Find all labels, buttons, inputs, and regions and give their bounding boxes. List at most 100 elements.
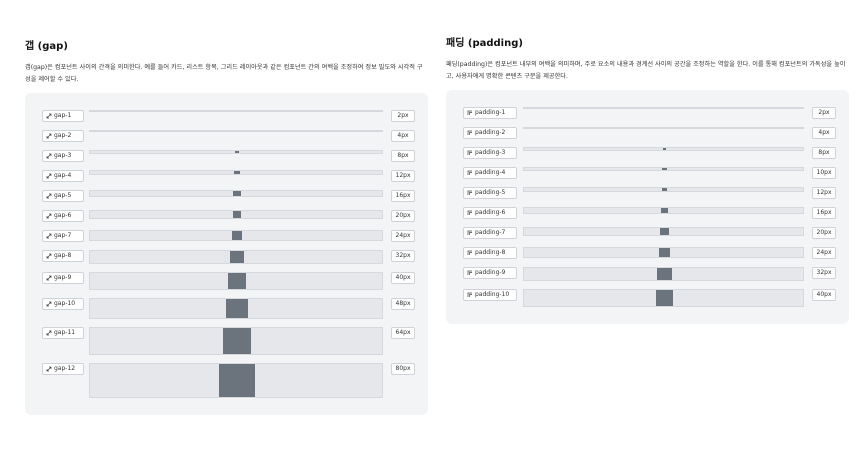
size-track xyxy=(89,210,383,219)
token-row: padding-5 12px xyxy=(463,187,836,199)
token-value-chip: 10px xyxy=(812,167,836,179)
token-name-chip: padding-10 xyxy=(463,289,517,302)
token-row: padding-6 16px xyxy=(463,207,836,219)
token-row: padding-1 2px xyxy=(463,107,836,119)
token-icon xyxy=(467,190,472,195)
token-icon xyxy=(46,213,52,219)
token-row: gap-8 32px xyxy=(42,250,415,265)
token-value-chip: 32px xyxy=(391,250,415,262)
token-value-chip: 4px xyxy=(391,130,415,142)
section-description: 갭(gap)은 컴포넌트 사이의 간격을 의미한다. 예를 들어 카드, 리스트… xyxy=(25,64,423,83)
size-track xyxy=(89,250,383,265)
size-track xyxy=(89,230,383,241)
token-name: gap-10 xyxy=(54,299,76,307)
token-value-chip: 12px xyxy=(812,187,836,199)
token-icon xyxy=(46,253,52,259)
size-track xyxy=(523,167,804,172)
token-name: gap-7 xyxy=(54,232,72,239)
token-icon xyxy=(46,330,52,336)
token-icon xyxy=(467,210,472,215)
size-track xyxy=(89,326,383,355)
token-name-chip: padding-4 xyxy=(463,167,517,179)
token-name-chip: gap-12 xyxy=(42,362,84,375)
token-value-chip: 12px xyxy=(391,170,415,182)
token-icon xyxy=(46,301,52,307)
token-name-chip: gap-2 xyxy=(42,130,84,142)
token-row: padding-7 20px xyxy=(463,227,836,239)
token-value-chip: 8px xyxy=(812,147,836,159)
token-icon xyxy=(467,292,472,298)
size-square xyxy=(659,248,670,257)
size-track xyxy=(523,247,804,258)
token-icon xyxy=(46,153,52,159)
padding-section: 패딩 (padding) 패딩(padding)은 컴포넌트 내부의 여백을 의… xyxy=(446,34,849,324)
token-row: padding-10 40px xyxy=(463,289,836,307)
size-square xyxy=(661,188,668,192)
size-track xyxy=(89,170,383,176)
size-track xyxy=(523,187,804,193)
token-name-chip: padding-3 xyxy=(463,147,517,159)
token-name-chip: gap-5 xyxy=(42,190,84,202)
section-title: 갭 (gap) xyxy=(25,41,68,52)
size-square xyxy=(229,251,245,264)
size-square xyxy=(655,290,674,306)
size-square xyxy=(235,151,239,153)
token-icon xyxy=(46,233,52,239)
size-square xyxy=(660,228,669,235)
token-name-chip: padding-1 xyxy=(463,107,517,119)
token-row: gap-1 2px xyxy=(42,110,415,122)
token-name: gap-12 xyxy=(54,364,76,372)
token-row: gap-9 40px xyxy=(42,272,415,290)
token-name-chip: gap-3 xyxy=(42,150,84,162)
token-value-chip: 2px xyxy=(391,110,415,122)
token-name-chip: gap-6 xyxy=(42,210,84,222)
size-track xyxy=(523,147,804,151)
token-value-chip: 64px xyxy=(391,326,415,339)
token-icon xyxy=(46,133,52,139)
token-value-chip: 8px xyxy=(391,150,415,162)
size-square xyxy=(219,363,255,398)
size-square xyxy=(233,191,241,197)
section-title: 패딩 (padding) xyxy=(446,38,523,49)
token-name-chip: padding-9 xyxy=(463,267,517,279)
token-icon xyxy=(467,270,472,275)
size-track xyxy=(89,362,383,399)
token-name-chip: gap-9 xyxy=(42,272,84,285)
token-icon xyxy=(467,130,472,135)
token-name: padding-10 xyxy=(475,291,510,299)
token-name-chip: padding-7 xyxy=(463,227,517,239)
token-name-chip: gap-8 xyxy=(42,250,84,262)
size-track xyxy=(523,267,804,282)
size-square xyxy=(226,298,248,318)
size-track xyxy=(89,297,383,319)
size-track xyxy=(523,207,804,215)
size-square xyxy=(234,171,240,175)
token-name: gap-3 xyxy=(54,152,72,159)
token-row: gap-10 48px xyxy=(42,297,415,319)
gap-section: 갭 (gap) 갭(gap)은 컴포넌트 사이의 간격을 의미한다. 예를 들어… xyxy=(25,37,428,416)
token-name: gap-1 xyxy=(54,112,72,119)
token-name-chip: padding-8 xyxy=(463,247,517,259)
token-icon xyxy=(46,193,52,199)
token-icon xyxy=(467,150,472,155)
token-name-chip: gap-11 xyxy=(42,326,84,339)
size-track xyxy=(89,130,383,132)
token-icon xyxy=(46,173,52,179)
section-description: 패딩(padding)은 컴포넌트 내부의 여백을 의미하며, 주로 요소의 내… xyxy=(446,61,846,80)
token-value-chip: 40px xyxy=(391,272,415,285)
token-value-chip: 16px xyxy=(391,190,415,202)
token-row: gap-6 20px xyxy=(42,210,415,222)
token-row: gap-11 64px xyxy=(42,326,415,355)
token-value-chip: 2px xyxy=(812,107,836,119)
token-row: gap-4 12px xyxy=(42,170,415,182)
token-name-chip: gap-10 xyxy=(42,297,84,310)
token-value-chip: 24px xyxy=(391,230,415,242)
token-name: gap-9 xyxy=(54,274,72,282)
token-name: gap-11 xyxy=(54,328,76,336)
size-square xyxy=(662,168,667,171)
token-name-chip: padding-2 xyxy=(463,127,517,139)
size-square xyxy=(228,273,246,289)
token-name: gap-8 xyxy=(54,252,72,259)
size-square xyxy=(662,148,667,150)
